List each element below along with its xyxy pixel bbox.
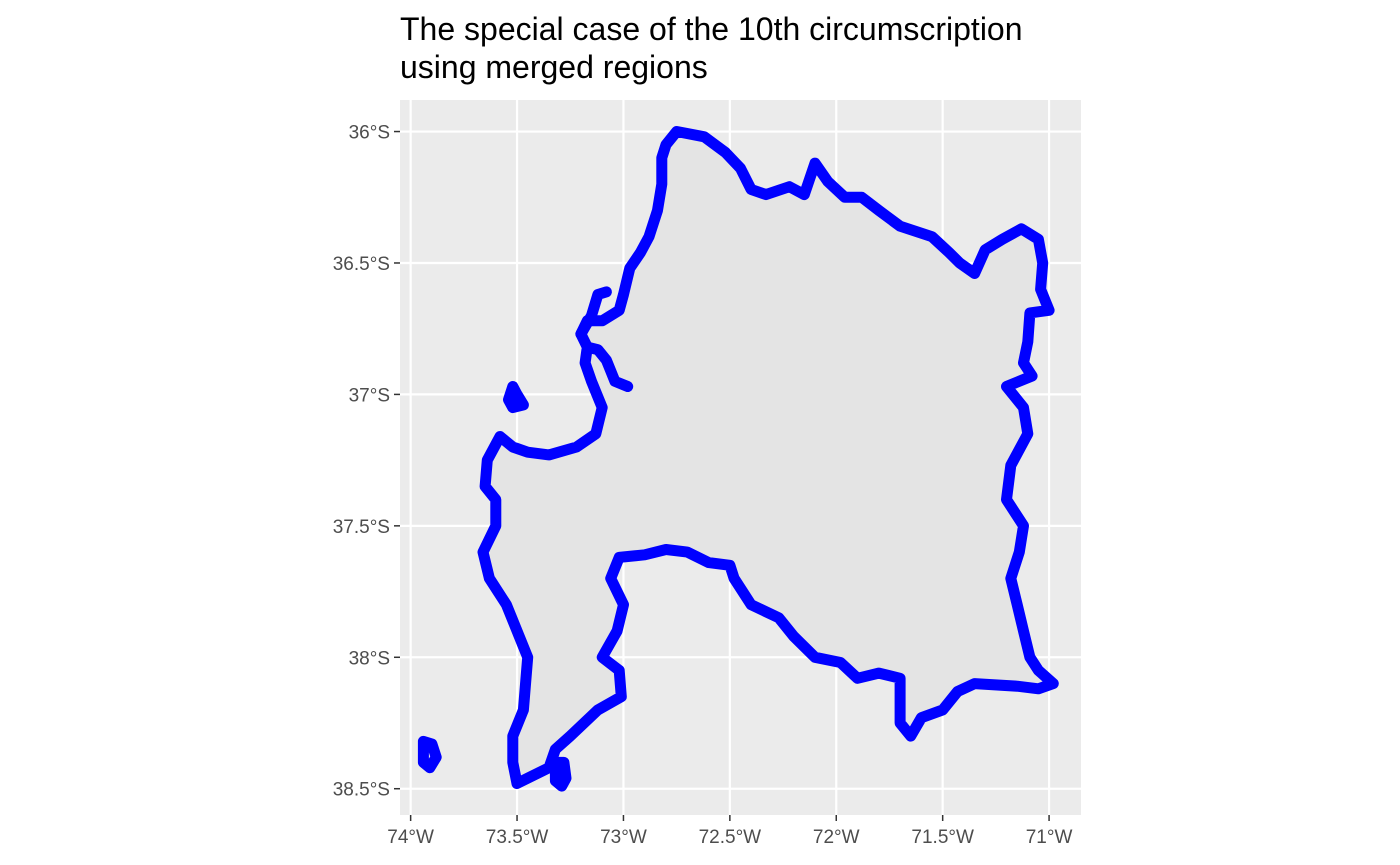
y-tick-label-3: 37.5°S [333, 517, 390, 538]
x-tick-label-6: 71°W [1026, 827, 1073, 848]
region-tumbes-peninsula-spur [575, 286, 612, 340]
x-tick-label-1: 73.5°W [486, 827, 549, 848]
y-tick-label-4: 38°S [349, 648, 390, 669]
region-southern-lobe [549, 756, 572, 792]
y-tick-label-0: 36°S [349, 123, 390, 144]
y-tick-label-1: 36.5°S [333, 254, 390, 275]
region-arauco-peninsula-inlet [581, 341, 634, 392]
region-isla-santa-maria [503, 381, 529, 414]
x-tick-label-4: 72°W [813, 827, 860, 848]
y-tick-label-5: 38.5°S [333, 780, 390, 801]
x-tick-label-2: 73°W [600, 827, 647, 848]
map-regions [417, 126, 1059, 792]
chart-title: The special case of the 10th circumscrip… [400, 10, 1160, 86]
x-tick-label-0: 74°W [387, 827, 434, 848]
region-mainland [477, 126, 1059, 789]
y-tick-label-2: 37°S [349, 385, 390, 406]
x-tick-label-5: 71.5°W [911, 827, 974, 848]
chart-title-line-2: using merged regions [400, 49, 708, 85]
axes: 74°W 73.5°W 73°W 72.5°W 72°W 71.5°W 71°W 36°S 36… [333, 123, 1073, 848]
chart-title-line-1: The special case of the 10th circumscrip… [400, 11, 1023, 47]
x-tick-label-3: 72.5°W [699, 827, 762, 848]
region-isla-mocha [417, 735, 442, 774]
